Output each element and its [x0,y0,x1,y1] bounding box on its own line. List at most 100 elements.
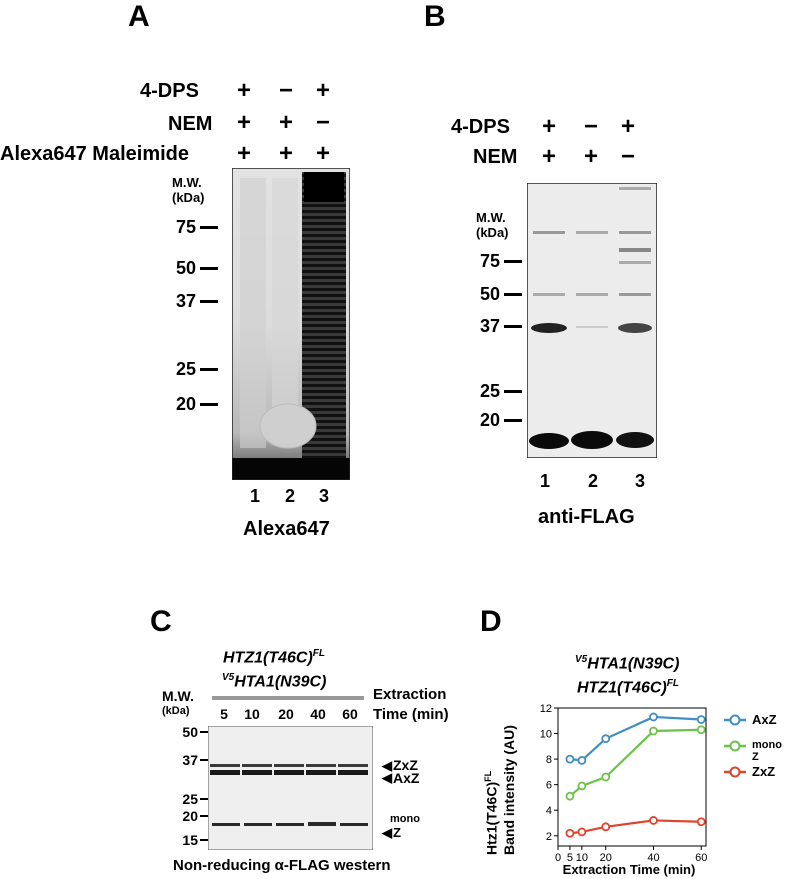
panel-a-condition-alexa-label: Alexa647 Maleimide [0,143,189,165]
panel-a-marker-label: 50 [175,258,196,278]
ylabel-htz1-text: Htz1(T46C) [483,781,500,855]
legend-marker-icon [724,714,746,726]
data-point [649,726,658,736]
panel-b-marker-tick [504,260,522,263]
kda-label: (kDa) [162,705,190,717]
panel-c-monoz-arrow: ◀ [382,825,392,840]
panel-b-lane-label: 1 [539,471,550,491]
kda-label: (kDa) [476,225,509,240]
panel-a-marker-tick [200,267,218,270]
panel-c-zxz-label: ZxZ [393,757,418,773]
panel-b-marker-tick [504,390,522,393]
panel-c-marker-tick [200,798,208,800]
panel-a-marker-label: 20 [175,394,196,414]
panel-c-monoz-label: Z [393,825,401,840]
legend-label: mono Z [752,739,782,763]
panel-c-construct-line1: HTZ1(T46C)FL [223,648,325,667]
mw-label: M.W. [172,175,202,190]
panel-c-extraction-label: Extraction [373,686,447,703]
construct-hta1-superscript: V5 [222,672,235,683]
panel-a-sign: + [236,140,251,167]
construct-htz1-superscript: FL [312,648,325,659]
x-tick-label: 10 [576,852,588,864]
panel-c-time-value: 10 [244,706,260,722]
panel-b-mw-header: M.W. (kDa) [476,210,509,240]
panel-d-letter: D [480,605,502,638]
y-tick-label: 8 [546,754,552,766]
panel-b-caption: anti-FLAG [538,506,635,528]
panel-c-zxz-arrow: ◀ [382,758,392,773]
panel-b-sign: + [541,143,556,170]
panel-c-time-label: Time (min) [373,706,449,723]
panel-b-marker-label: 25 [479,381,500,401]
panel-a-mw-header: M.W. (kDa) [172,175,205,205]
panel-c-marker-tick [200,759,208,761]
panel-b-condition-nem-label: NEM [473,146,518,168]
panel-a-sign: − [315,109,330,136]
title-htz1-superscript: FL [666,678,679,689]
panel-c-construct-line2: V5HTA1(N39C) [222,672,326,691]
panel-a-lane-label: 3 [318,486,329,506]
panel-a-letter: A [128,0,150,33]
panel-b-marker-tick [504,293,522,296]
kda-label: (kDa) [172,190,205,205]
legend-marker-icon [724,766,746,778]
panel-c-marker-label: 37 [182,752,198,768]
legend-marker-icon [724,740,746,752]
panel-d-ylabel-line2: Band intensity (AU) [500,725,517,855]
panel-a-lane-label: 2 [284,486,295,506]
y-tick-label: 10 [540,729,552,741]
panel-b-sign: − [583,113,598,140]
legend-label: AxZ [752,712,777,727]
panel-c-time-value: 60 [342,706,358,722]
chart-x-axis-label: Extraction Time (min) [563,862,696,877]
legend-label: ZxZ [752,764,776,779]
panel-a-condition-nem-label: NEM [168,113,213,135]
panel-a-marker-label: 75 [175,217,196,237]
panel-d-title-line2: HTZ1(T46C)FL [577,678,679,697]
panel-c-mw-header: M.W. (kDa) [162,689,194,719]
mw-label: M.W. [476,210,506,225]
panel-b-marker-tick [504,325,522,328]
data-point [565,754,575,764]
panel-b-marker-label: 37 [479,316,500,336]
data-point [577,755,587,765]
panel-b-sign: + [620,113,635,140]
panel-a-sign: + [278,140,293,167]
series-line [569,819,702,835]
panel-a-sign: − [278,77,293,104]
panel-b-lane-label: 3 [634,471,645,491]
panel-a-sign: + [236,77,251,104]
panel-a-lane-label: 1 [249,486,260,506]
panel-c-time-value: 20 [278,706,294,722]
x-tick-label: 0 [555,852,561,864]
mw-label: M.W. [162,688,194,704]
panel-c-mono-label: mono [390,813,420,825]
panel-b-condition-dps-label: 4-DPS [451,116,510,138]
data-point [601,822,611,832]
panel-a-condition-dps-label: 4-DPS [140,80,199,102]
data-point [649,712,658,722]
panel-a-gel-image [232,168,350,480]
construct-hta1-label: HTA1(N39C) [234,673,327,691]
panel-b-sign: − [620,143,635,170]
panel-a-sign: + [278,109,293,136]
panel-c-marker-label: 15 [182,832,198,848]
panel-d-title-line1: V5HTA1(N39C) [575,654,679,673]
x-tick-label: 40 [647,852,659,864]
panel-a-marker-tick [200,226,218,229]
data-point [696,725,706,735]
panel-c-marker-label: 25 [182,791,198,807]
panel-a-caption: Alexa647 [243,518,330,540]
title-hta1-superscript: V5 [575,654,588,665]
data-point [696,715,706,724]
data-point [649,816,658,825]
panel-c-marker-label: 50 [182,724,198,740]
panel-b-marker-label: 75 [479,251,500,271]
panel-c-marker-tick [200,731,208,733]
title-hta1-label: HTA1(N39C) [587,655,680,673]
data-point [577,781,587,791]
panel-a-marker-tick [200,403,218,406]
